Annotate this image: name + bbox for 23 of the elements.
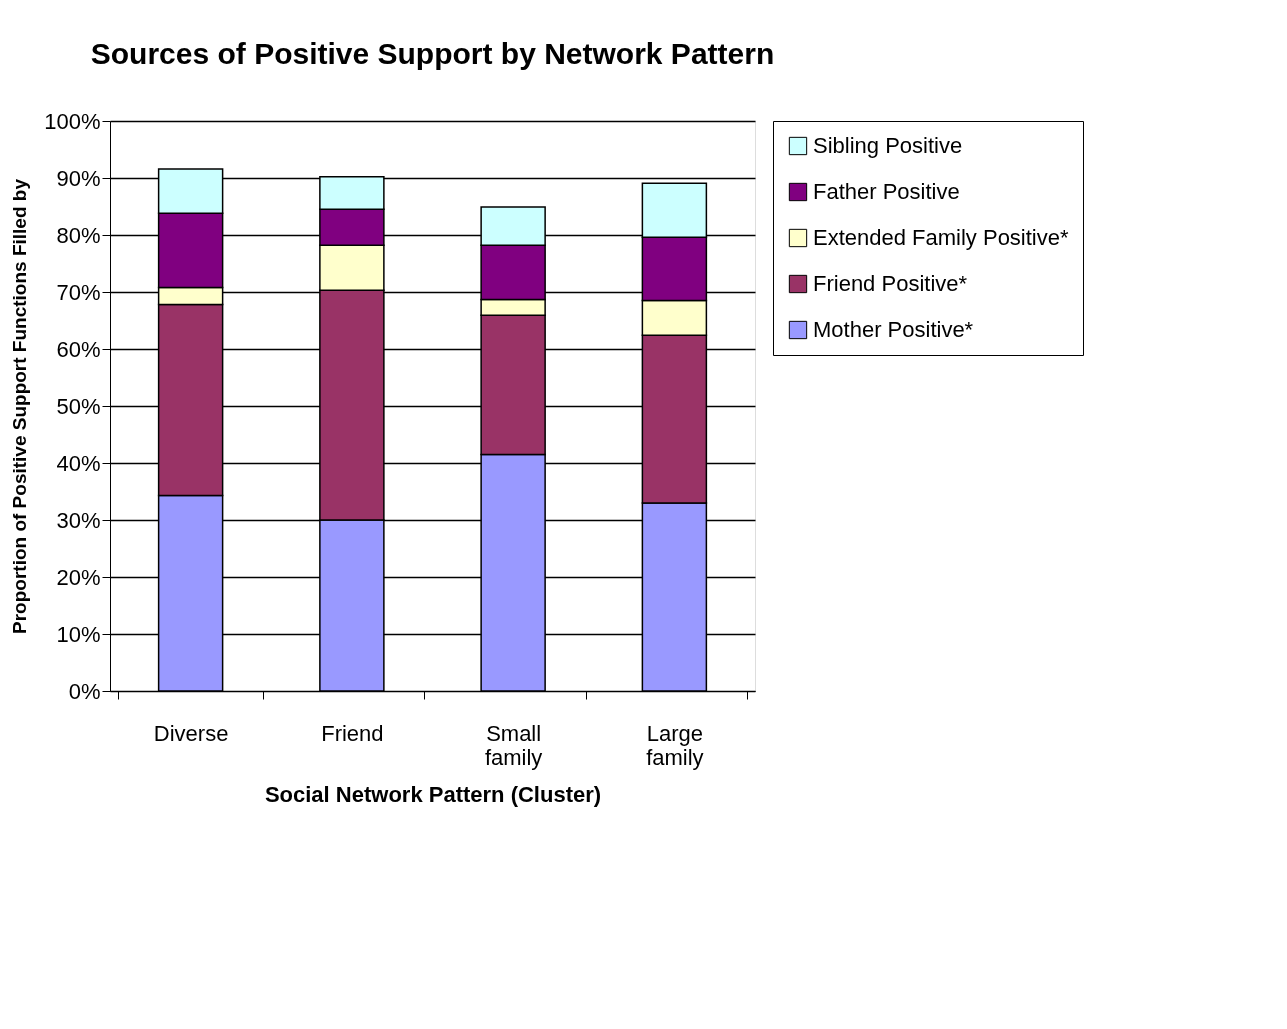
y-tick-label: 60% [56,336,101,362]
x-tick-label: Large family [646,720,704,770]
legend-label: Mother Positive* [813,317,974,342]
legend-label: Father Positive [813,179,960,204]
y-axis-title: Proportion of Positive Support Functions Filled by [9,178,31,634]
y-tick-label: 100% [44,108,101,134]
y-tick-label: 10% [56,621,101,647]
y-tick-label: 80% [56,222,101,248]
x-axis-title: Social Network Pattern (Cluster) [264,781,602,807]
legend-label: Friend Positive* [813,271,968,296]
y-tick-label: 30% [56,507,101,533]
y-tick-label: 70% [56,279,101,305]
y-tick-label: 20% [56,564,101,590]
x-tick-label: Diverse [153,720,229,746]
legend-label: Sibling Positive [813,133,963,158]
y-tick-label: 40% [56,450,101,476]
y-tick-label: 90% [56,165,101,191]
y-tick-label: 50% [56,393,101,419]
x-tick-label: Small family [484,720,543,770]
x-tick-label: Friend [321,720,384,746]
y-tick-label: 0% [68,678,101,704]
legend-label: Extended Family Positive* [813,225,1069,250]
chart-title: Sources of Positive Support by Network Pattern [90,37,775,70]
